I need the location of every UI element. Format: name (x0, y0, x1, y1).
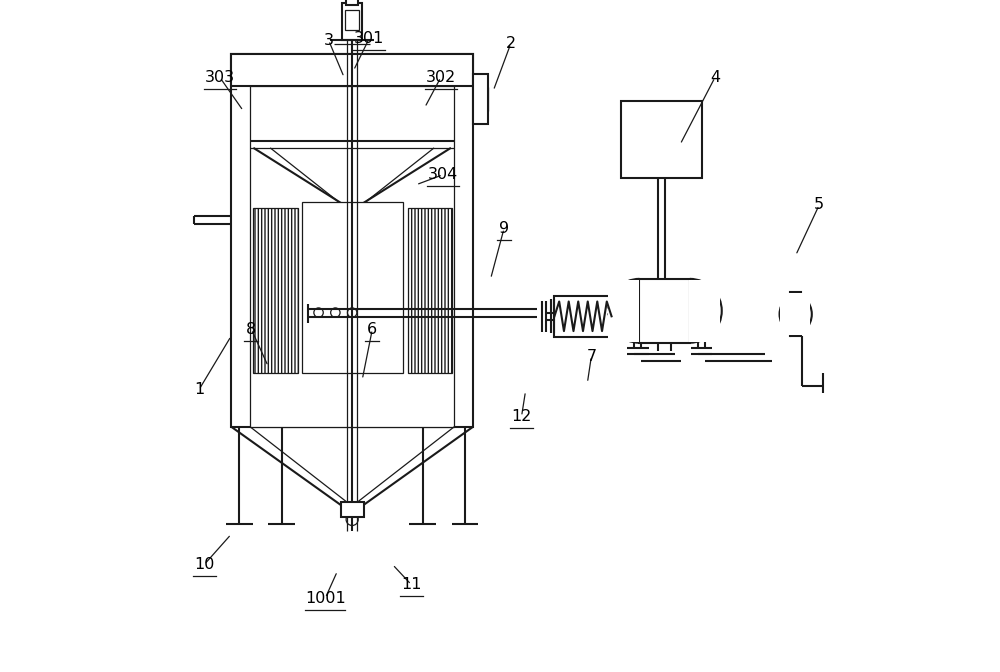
Bar (302, 202, 403, 373)
Bar (790, 292, 801, 336)
Bar (621, 101, 702, 178)
Bar (636, 302, 657, 331)
Text: 301: 301 (354, 32, 384, 46)
Bar (689, 280, 720, 342)
Text: 12: 12 (511, 409, 532, 424)
Bar (253, 208, 298, 373)
Text: 304: 304 (428, 167, 458, 182)
Bar (342, 3, 362, 40)
Bar (231, 54, 473, 86)
Bar (250, 86, 454, 427)
Bar (341, 502, 364, 517)
Bar (408, 208, 452, 373)
Text: 302: 302 (426, 70, 456, 85)
Bar (346, 0, 358, 5)
Text: 1: 1 (194, 382, 204, 397)
Text: 6: 6 (367, 322, 377, 337)
Text: 11: 11 (401, 577, 422, 592)
Text: 303: 303 (205, 70, 235, 85)
Bar (608, 280, 639, 342)
Text: 8: 8 (246, 322, 256, 337)
Text: 4: 4 (710, 70, 720, 85)
Bar (639, 279, 690, 343)
Text: 3: 3 (324, 33, 334, 48)
Bar (554, 296, 612, 337)
Bar (789, 293, 810, 335)
Text: 1001: 1001 (305, 591, 346, 605)
Text: 10: 10 (194, 557, 215, 572)
Bar (231, 54, 473, 427)
Bar (345, 10, 359, 30)
Text: 2: 2 (506, 36, 516, 51)
Bar (473, 74, 488, 124)
Text: 9: 9 (499, 221, 509, 236)
Bar (780, 293, 801, 335)
Text: 5: 5 (814, 198, 824, 212)
Text: 7: 7 (586, 349, 596, 364)
